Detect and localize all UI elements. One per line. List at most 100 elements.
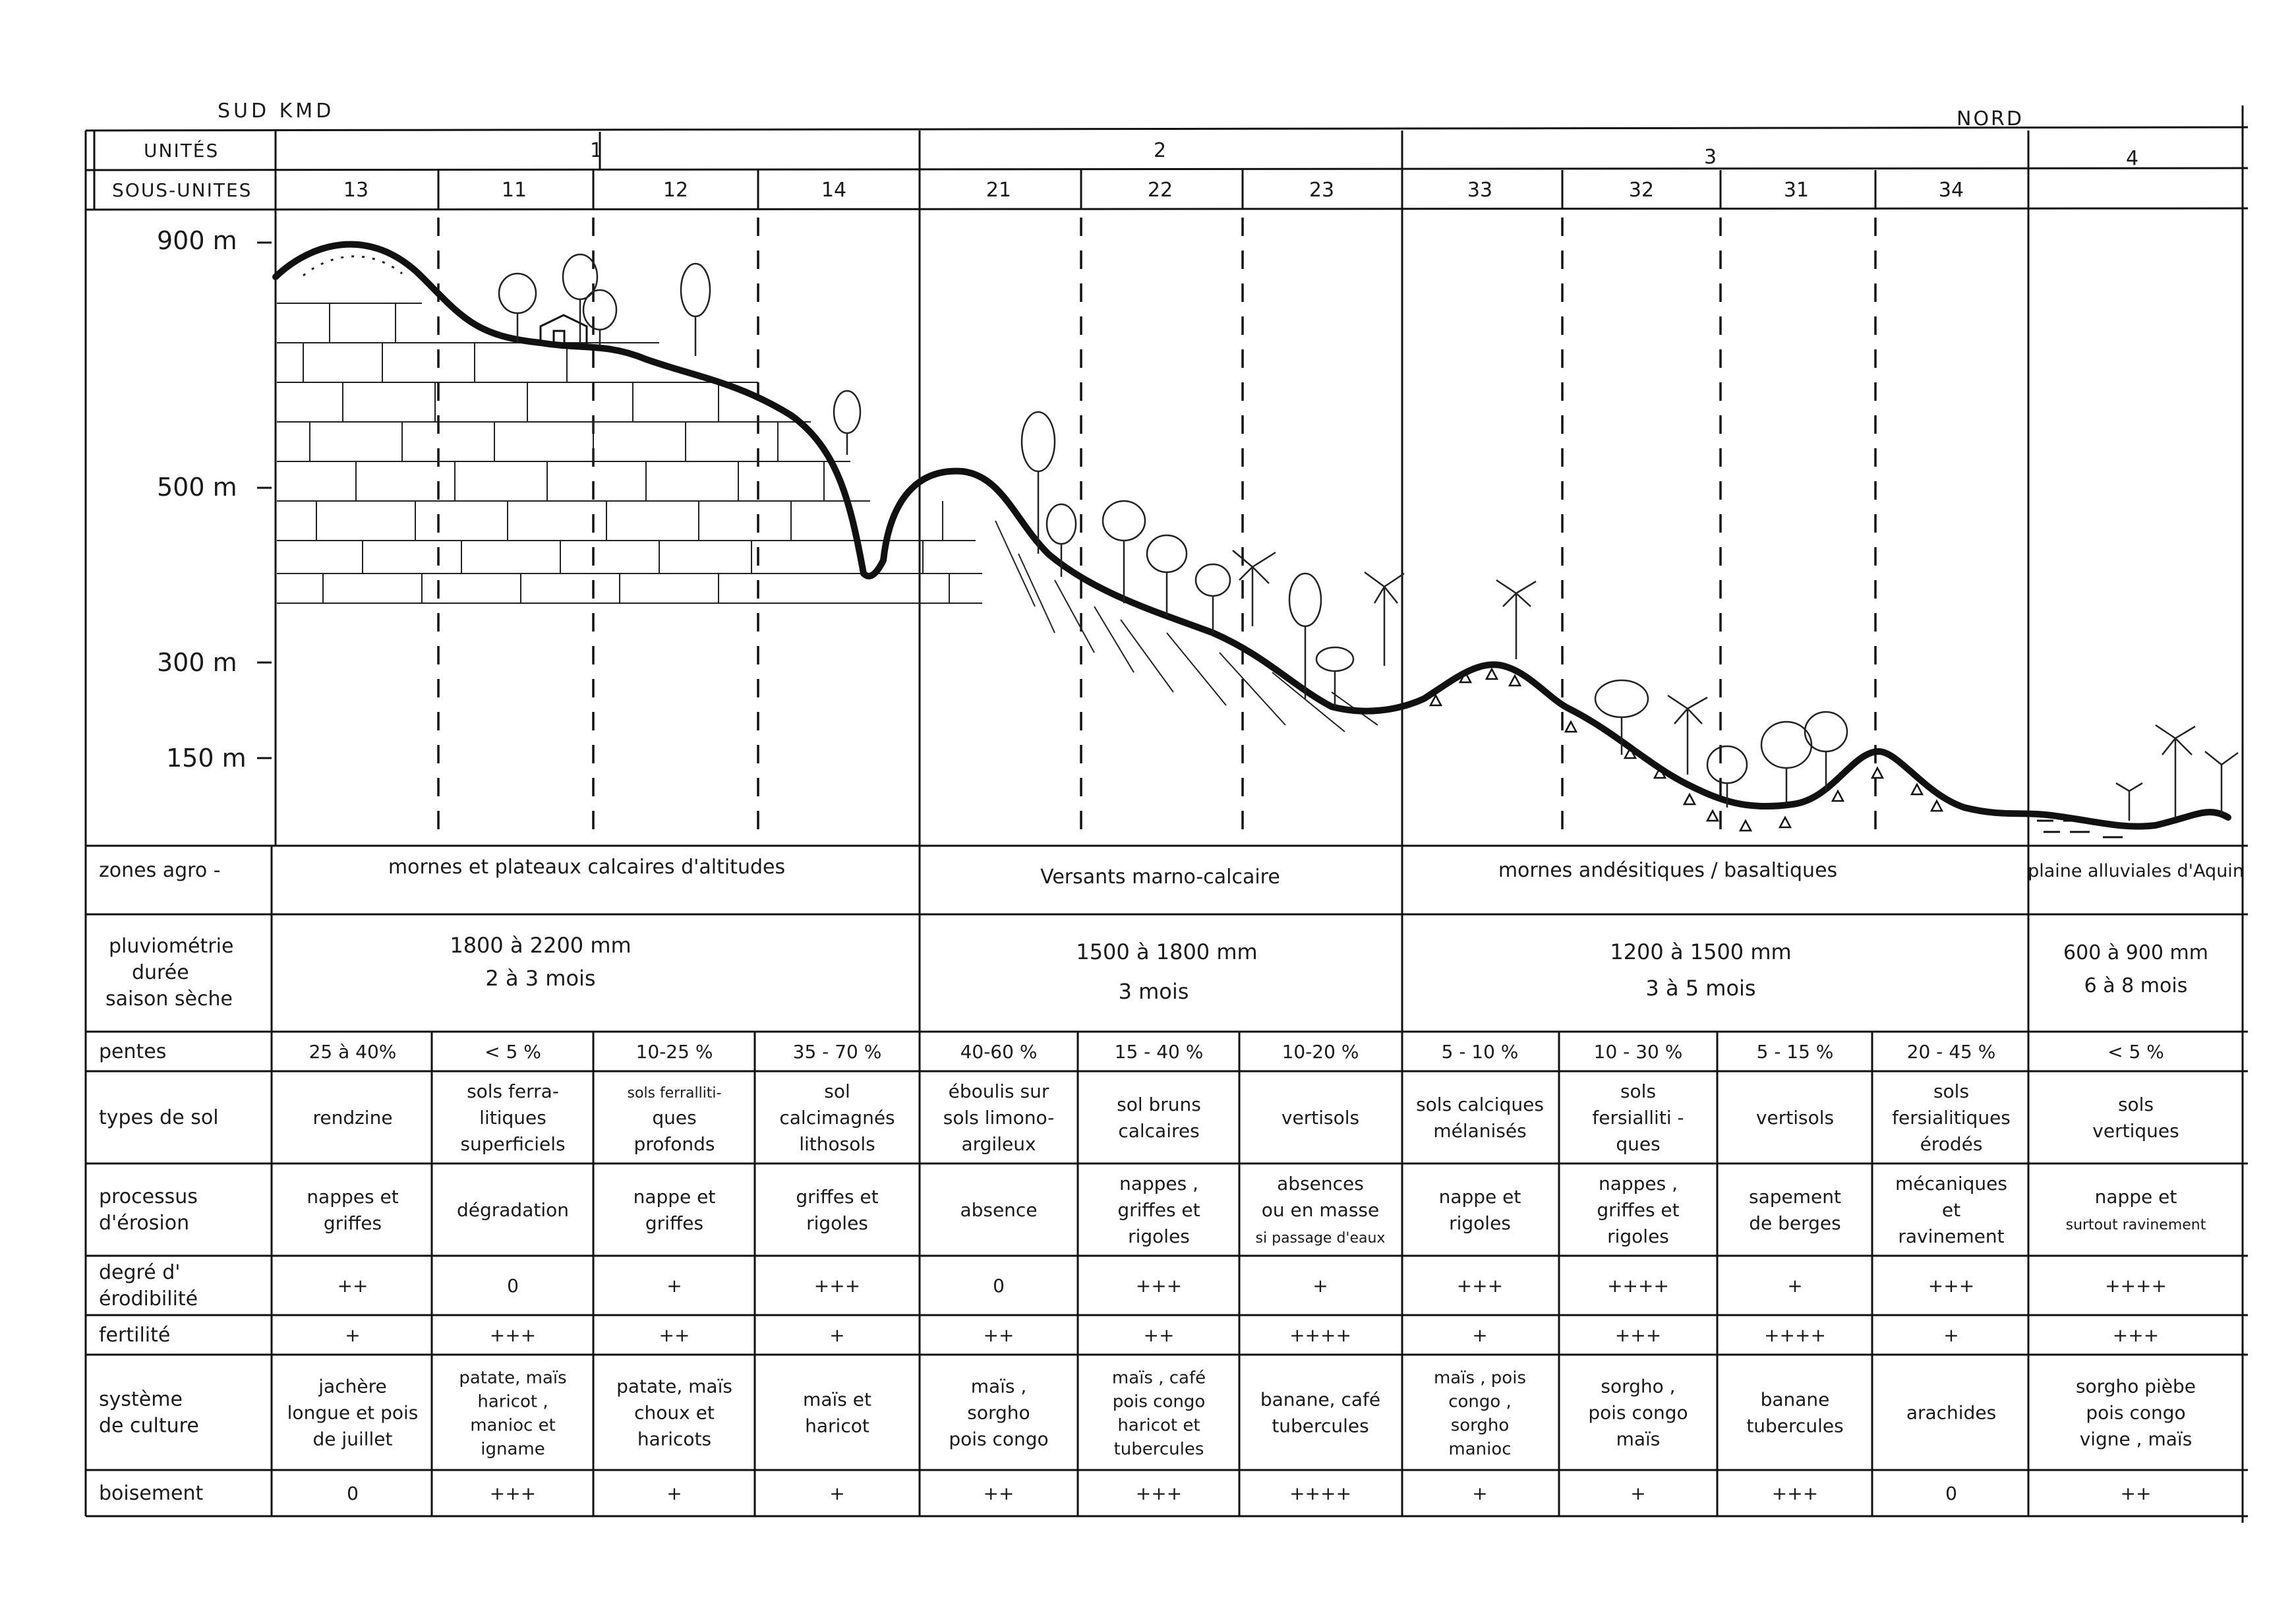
table-cell-text: manioc et xyxy=(470,1416,556,1436)
attribute-table: pentes 25 à 40% < 5 % 10-25 % 35 - 70 % 40-60… xyxy=(99,1040,2206,1505)
table-cell-text: 10-20 % xyxy=(1282,1041,1359,1063)
marl-hatching xyxy=(995,520,1378,732)
table-cell-text: +++ xyxy=(490,1324,536,1346)
table-cell-text: +++ xyxy=(1615,1324,1661,1346)
table-cell-text: mélanisés xyxy=(1433,1120,1526,1142)
table-cell-text: ++ xyxy=(659,1324,690,1346)
table-cell-text: vertiques xyxy=(2092,1120,2179,1142)
table-cell-text: litiques xyxy=(479,1107,546,1129)
table-cell-text: + xyxy=(1472,1483,1487,1504)
zones-values: mornes et plateaux calcaires d'altitudes… xyxy=(388,856,2244,889)
table-cell-text: si passage d'eaux xyxy=(1256,1230,1386,1247)
table-cell-text: 0 xyxy=(1945,1483,1957,1504)
sub-unit-number: 31 xyxy=(1784,179,1809,202)
table-cell-text: griffes et xyxy=(1597,1199,1679,1221)
table-cell-text: absences xyxy=(1277,1173,1364,1194)
table-cell-text: +++ xyxy=(1457,1275,1503,1297)
table-cell-text: sols xyxy=(1933,1080,1969,1102)
row-label: de culture xyxy=(99,1415,199,1438)
table-cell-text: +++ xyxy=(490,1483,536,1504)
table-cell-text: + xyxy=(666,1483,682,1504)
table-cell-text: maïs , pois xyxy=(1434,1369,1526,1388)
table-cell-text: sorgho , xyxy=(1601,1376,1675,1398)
table-cell-text: 35 - 70 % xyxy=(793,1041,882,1063)
pluvio-text: 2 à 3 mois xyxy=(485,966,595,991)
table-cell-text: argileux xyxy=(961,1133,1036,1155)
table-cell-text: +++ xyxy=(1772,1483,1818,1504)
table-cell-text: haricots xyxy=(637,1428,711,1450)
table-cell-text: sorgho xyxy=(1451,1416,1510,1436)
table-cell-text: manioc xyxy=(1448,1440,1511,1459)
table-cell-text: + xyxy=(1943,1324,1958,1346)
table-cell-text: banane xyxy=(1761,1389,1830,1411)
zones-label: zones agro - xyxy=(99,859,221,882)
table-cell-text: lithosols xyxy=(799,1133,875,1155)
row-label: types de sol xyxy=(99,1106,219,1129)
table-cell-text: sorgho xyxy=(967,1402,1030,1424)
zone-text: Versants marno-calcaire xyxy=(1040,866,1280,889)
table-cell-text: mécaniques xyxy=(1895,1173,2007,1194)
unit-number: 4 xyxy=(2126,147,2138,170)
table-cell-text: sols ferralliti- xyxy=(628,1085,722,1102)
unit-number: 2 xyxy=(1154,139,1166,162)
table-cell-text: sols xyxy=(2118,1094,2154,1115)
table-cell-text: rendzine xyxy=(312,1107,392,1129)
table-cell-text: +++ xyxy=(814,1275,860,1297)
table-cell-text: et xyxy=(1942,1199,1960,1221)
table-cell-text: sols calciques xyxy=(1416,1094,1544,1115)
table-cell-text: haricot , xyxy=(477,1392,548,1412)
table-cell-text: haricot et xyxy=(1117,1416,1200,1436)
table-cell-text: congo , xyxy=(1448,1392,1512,1412)
table-cell-text: absence xyxy=(960,1199,1037,1221)
table-cell-text: sorgho pièbe xyxy=(2076,1376,2196,1398)
table-cell-text: nappes et xyxy=(307,1186,398,1208)
altitude-label: 150 m xyxy=(166,744,247,773)
pluvio-label-line: saison sèche xyxy=(105,987,233,1011)
sub-unit-number: 13 xyxy=(343,179,368,202)
table-cell-text: + xyxy=(666,1275,682,1297)
table-cell-text: + xyxy=(829,1324,844,1346)
table-cell-text: pois congo xyxy=(1113,1392,1206,1412)
pluvio-text: 3 à 5 mois xyxy=(1645,976,1755,1001)
table-cell-text: nappes , xyxy=(1119,1173,1198,1194)
table-cell-text: maïs , xyxy=(971,1376,1027,1398)
table-cell-text: ++ xyxy=(338,1275,368,1297)
table-cell-text: 15 - 40 % xyxy=(1115,1041,1204,1063)
table-cell-text: ++++ xyxy=(1607,1275,1669,1297)
table-cell-text: ++++ xyxy=(1764,1324,1826,1346)
table-grid xyxy=(84,105,2249,1523)
pluvio-label-line: pluviométrie xyxy=(109,935,233,958)
table-cell-text: + xyxy=(1312,1275,1328,1297)
table-cell-text: ++ xyxy=(1144,1324,1175,1346)
table-cell-text: ++ xyxy=(984,1324,1015,1346)
table-cell-text: 5 - 10 % xyxy=(1442,1041,1519,1063)
table-cell-text: 0 xyxy=(993,1275,1005,1297)
table-cell-text: vertisols xyxy=(1756,1107,1834,1129)
table-cell-text: sols ferra- xyxy=(467,1080,559,1102)
table-cell-text: de juillet xyxy=(313,1428,393,1450)
table-cell-text: rigoles xyxy=(1449,1212,1511,1234)
table-cell-text: ou en masse xyxy=(1262,1199,1380,1221)
table-cell-text: ques xyxy=(652,1107,696,1129)
table-cell-text: +++ xyxy=(1136,1483,1182,1504)
row-label: degré d' xyxy=(99,1261,181,1284)
zone-text: mornes andésitiques / basaltiques xyxy=(1498,859,1837,882)
table-cell-text: maïs xyxy=(1616,1428,1661,1450)
table-cell-text: + xyxy=(1787,1275,1802,1297)
row-label: boisement xyxy=(99,1482,204,1505)
ground-profile-line xyxy=(272,241,2231,830)
sub-unit-number: 21 xyxy=(986,179,1011,202)
table-cell-text: banane, café xyxy=(1260,1389,1380,1411)
unit-number: 1 xyxy=(590,139,603,162)
unites-label: UNITÉS xyxy=(144,139,219,162)
sub-unit-number: 22 xyxy=(1148,179,1173,202)
sub-unit-number: 32 xyxy=(1629,179,1654,202)
altitude-label: 900 m xyxy=(157,226,237,255)
table-cell-text: maïs et xyxy=(803,1389,871,1411)
table-cell-text: griffes et xyxy=(1117,1199,1200,1221)
table-cell-text: 40-60 % xyxy=(960,1041,1038,1063)
table-cell-text: +++ xyxy=(2113,1324,2159,1346)
alluvial-water xyxy=(2037,819,2123,839)
row-label: fertilité xyxy=(99,1324,170,1347)
